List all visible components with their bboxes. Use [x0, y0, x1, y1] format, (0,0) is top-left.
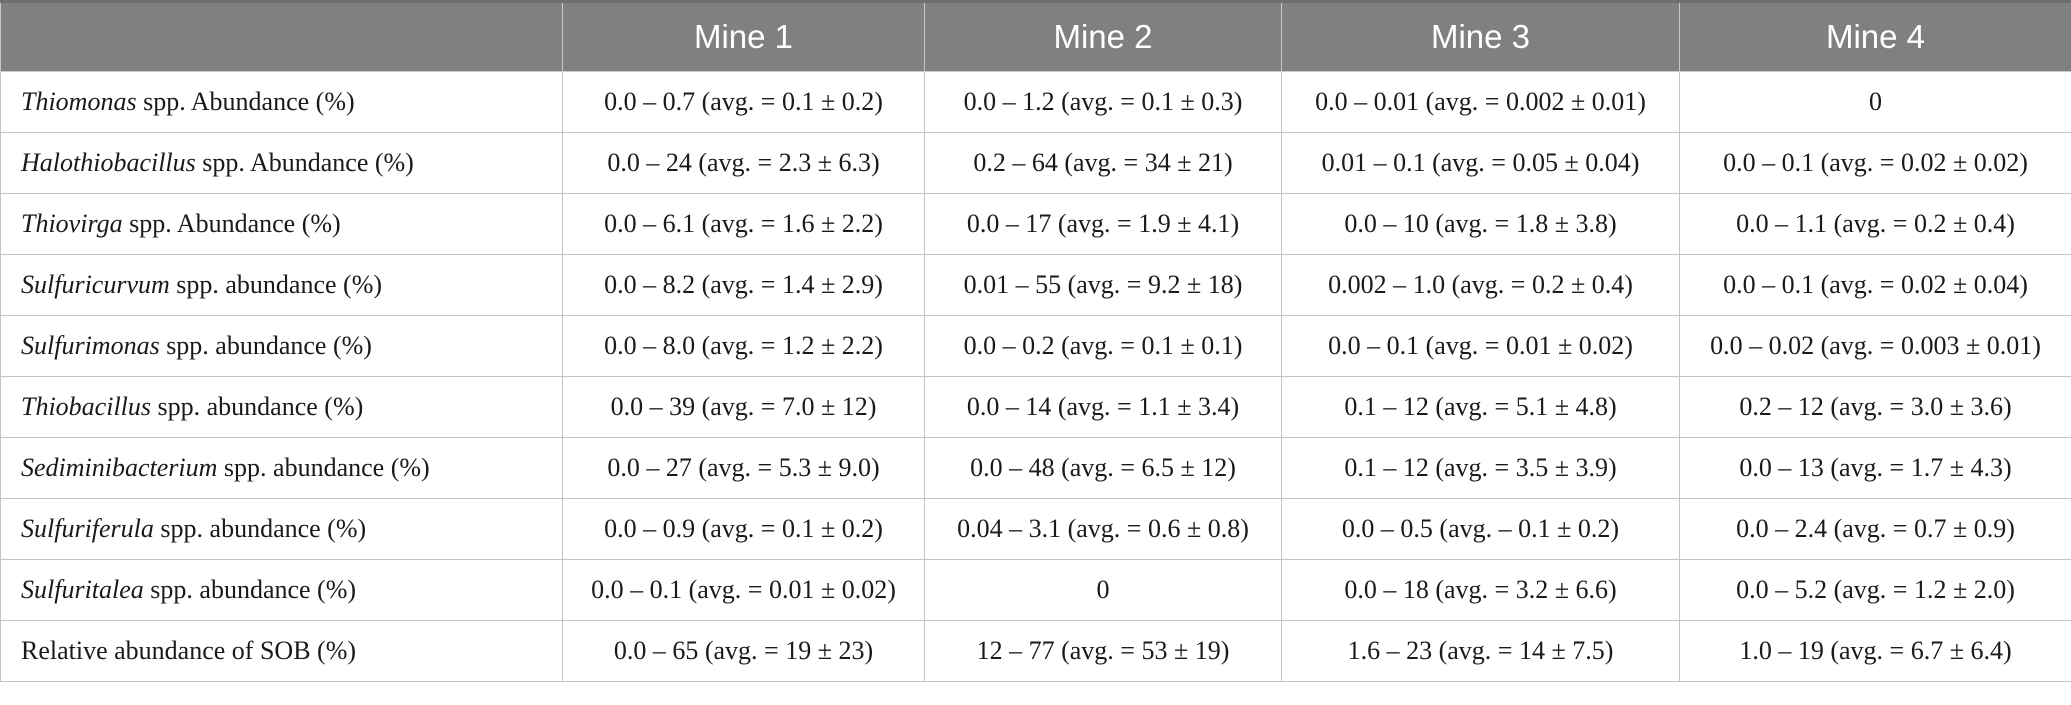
cell-mine-4: 0.0 – 0.02 (avg. = 0.003 ± 0.01): [1679, 315, 2071, 377]
cell-mine-4: 0.0 – 2.4 (avg. = 0.7 ± 0.9): [1679, 498, 2071, 560]
cell-mine-3: 1.6 – 23 (avg. = 14 ± 7.5): [1281, 620, 1680, 682]
table-row: Sediminibacterium spp. abundance (%) 0.0…: [0, 437, 2071, 499]
cell-mine-4: 0: [1679, 71, 2071, 133]
table-row: Sulfuriferula spp. abundance (%) 0.0 – 0…: [0, 498, 2071, 560]
cell-mine-4: 0.0 – 5.2 (avg. = 1.2 ± 2.0): [1679, 559, 2071, 621]
cell-mine-1: 0.0 – 39 (avg. = 7.0 ± 12): [562, 376, 925, 438]
genus-name: Sediminibacterium: [21, 453, 218, 482]
table-row: Thiobacillus spp. abundance (%) 0.0 – 39…: [0, 376, 2071, 438]
cell-mine-4: 0.0 – 0.1 (avg. = 0.02 ± 0.04): [1679, 254, 2071, 316]
cell-mine-2: 0.0 – 17 (avg. = 1.9 ± 4.1): [924, 193, 1282, 255]
label-suffix: spp. abundance (%): [159, 331, 372, 360]
cell-mine-2: 0.0 – 48 (avg. = 6.5 ± 12): [924, 437, 1282, 499]
label-suffix: Relative abundance of SOB (%): [21, 636, 357, 665]
cell-mine-2: 0.01 – 55 (avg. = 9.2 ± 18): [924, 254, 1282, 316]
genus-name: Thiovirga: [21, 209, 123, 238]
row-label: Thiovirga spp. Abundance (%): [0, 193, 563, 255]
label-suffix: spp. abundance (%): [217, 453, 430, 482]
cell-mine-4: 0.0 – 13 (avg. = 1.7 ± 4.3): [1679, 437, 2071, 499]
cell-mine-2: 0.0 – 1.2 (avg. = 0.1 ± 0.3): [924, 71, 1282, 133]
header-empty-cell: [0, 0, 563, 72]
row-label: Thiobacillus spp. abundance (%): [0, 376, 563, 438]
cell-mine-3: 0.0 – 18 (avg. = 3.2 ± 6.6): [1281, 559, 1680, 621]
table-body: Thiomonas spp. Abundance (%) 0.0 – 0.7 (…: [0, 71, 2071, 682]
table-row: Relative abundance of SOB (%) 0.0 – 65 (…: [0, 620, 2071, 682]
cell-mine-3: 0.1 – 12 (avg. = 3.5 ± 3.9): [1281, 437, 1680, 499]
cell-mine-1: 0.0 – 0.7 (avg. = 0.1 ± 0.2): [562, 71, 925, 133]
cell-mine-1: 0.0 – 27 (avg. = 5.3 ± 9.0): [562, 437, 925, 499]
row-label: Relative abundance of SOB (%): [0, 620, 563, 682]
genus-name: Sulfuriferula: [21, 514, 154, 543]
row-label: Sulfuricurvum spp. abundance (%): [0, 254, 563, 316]
header-mine-1: Mine 1: [562, 0, 925, 72]
cell-mine-1: 0.0 – 65 (avg. = 19 ± 23): [562, 620, 925, 682]
cell-mine-4: 1.0 – 19 (avg. = 6.7 ± 6.4): [1679, 620, 2071, 682]
cell-mine-2: 0.0 – 0.2 (avg. = 0.1 ± 0.1): [924, 315, 1282, 377]
header-row: Mine 1 Mine 2 Mine 3 Mine 4: [0, 0, 2071, 72]
table-row: Thiovirga spp. Abundance (%) 0.0 – 6.1 (…: [0, 193, 2071, 255]
cell-mine-1: 0.0 – 24 (avg. = 2.3 ± 6.3): [562, 132, 925, 194]
row-label: Sulfuritalea spp. abundance (%): [0, 559, 563, 621]
row-label: Halothiobacillus spp. Abundance (%): [0, 132, 563, 194]
table-row: Halothiobacillus spp. Abundance (%) 0.0 …: [0, 132, 2071, 194]
label-suffix: spp. abundance (%): [153, 514, 367, 543]
cell-mine-2: 0.04 – 3.1 (avg. = 0.6 ± 0.8): [924, 498, 1282, 560]
cell-mine-1: 0.0 – 8.2 (avg. = 1.4 ± 2.9): [562, 254, 925, 316]
cell-mine-3: 0.002 – 1.0 (avg. = 0.2 ± 0.4): [1281, 254, 1680, 316]
cell-mine-4: 0.2 – 12 (avg. = 3.0 ± 3.6): [1679, 376, 2071, 438]
label-suffix: spp. Abundance (%): [136, 87, 355, 116]
row-label: Sulfuriferula spp. abundance (%): [0, 498, 563, 560]
cell-mine-2: 0.0 – 14 (avg. = 1.1 ± 3.4): [924, 376, 1282, 438]
cell-mine-3: 0.1 – 12 (avg. = 5.1 ± 4.8): [1281, 376, 1680, 438]
cell-mine-1: 0.0 – 0.1 (avg. = 0.01 ± 0.02): [562, 559, 925, 621]
abundance-table: Mine 1 Mine 2 Mine 3 Mine 4 Thiomonas sp…: [0, 0, 2071, 682]
cell-mine-2: 0: [924, 559, 1282, 621]
genus-name: Thiomonas: [21, 87, 137, 116]
row-label: Thiomonas spp. Abundance (%): [0, 71, 563, 133]
table-row: Sulfuricurvum spp. abundance (%) 0.0 – 8…: [0, 254, 2071, 316]
label-suffix: spp. Abundance (%): [195, 148, 414, 177]
cell-mine-2: 12 – 77 (avg. = 53 ± 19): [924, 620, 1282, 682]
genus-name: Sulfurimonas: [21, 331, 160, 360]
header-mine-4: Mine 4: [1679, 0, 2071, 72]
label-suffix: spp. Abundance (%): [122, 209, 341, 238]
header-mine-2: Mine 2: [924, 0, 1282, 72]
genus-name: Thiobacillus: [21, 392, 152, 421]
label-suffix: spp. abundance (%): [151, 392, 364, 421]
genus-name: Sulfuritalea: [21, 575, 144, 604]
table-row: Sulfurimonas spp. abundance (%) 0.0 – 8.…: [0, 315, 2071, 377]
row-label: Sediminibacterium spp. abundance (%): [0, 437, 563, 499]
cell-mine-4: 0.0 – 1.1 (avg. = 0.2 ± 0.4): [1679, 193, 2071, 255]
cell-mine-1: 0.0 – 6.1 (avg. = 1.6 ± 2.2): [562, 193, 925, 255]
cell-mine-4: 0.0 – 0.1 (avg. = 0.02 ± 0.02): [1679, 132, 2071, 194]
cell-mine-1: 0.0 – 0.9 (avg. = 0.1 ± 0.2): [562, 498, 925, 560]
cell-mine-2: 0.2 – 64 (avg. = 34 ± 21): [924, 132, 1282, 194]
abundance-table-container: Mine 1 Mine 2 Mine 3 Mine 4 Thiomonas sp…: [0, 0, 2071, 682]
cell-mine-1: 0.0 – 8.0 (avg. = 1.2 ± 2.2): [562, 315, 925, 377]
genus-name: Sulfuricurvum: [21, 270, 170, 299]
table-row: Thiomonas spp. Abundance (%) 0.0 – 0.7 (…: [0, 71, 2071, 133]
cell-mine-3: 0.0 – 10 (avg. = 1.8 ± 3.8): [1281, 193, 1680, 255]
label-suffix: spp. abundance (%): [169, 270, 383, 299]
cell-mine-3: 0.01 – 0.1 (avg. = 0.05 ± 0.04): [1281, 132, 1680, 194]
cell-mine-3: 0.0 – 0.01 (avg. = 0.002 ± 0.01): [1281, 71, 1680, 133]
header-mine-3: Mine 3: [1281, 0, 1680, 72]
row-label: Sulfurimonas spp. abundance (%): [0, 315, 563, 377]
cell-mine-3: 0.0 – 0.5 (avg. – 0.1 ± 0.2): [1281, 498, 1680, 560]
genus-name: Halothiobacillus: [21, 148, 196, 177]
table-header: Mine 1 Mine 2 Mine 3 Mine 4: [0, 0, 2071, 72]
cell-mine-3: 0.0 – 0.1 (avg. = 0.01 ± 0.02): [1281, 315, 1680, 377]
label-suffix: spp. abundance (%): [143, 575, 357, 604]
table-row: Sulfuritalea spp. abundance (%) 0.0 – 0.…: [0, 559, 2071, 621]
